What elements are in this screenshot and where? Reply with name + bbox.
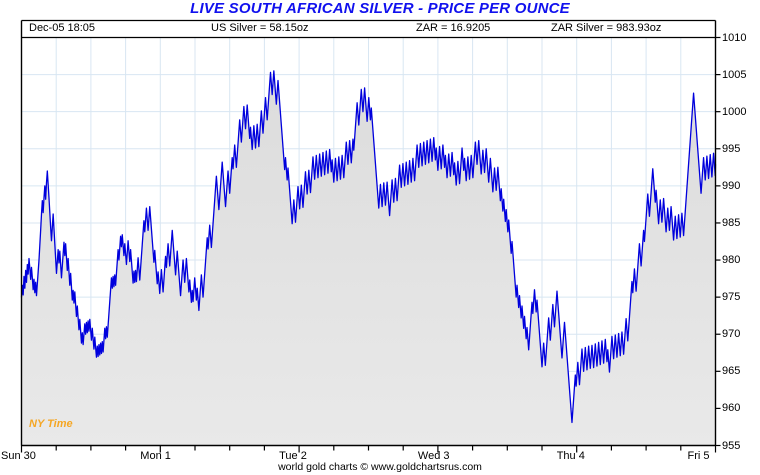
x-tick-label: Tue 2 bbox=[279, 450, 307, 462]
info-bar: Dec-05 18:05 US Silver = 58.15oz ZAR = 1… bbox=[21, 20, 715, 37]
x-tick-label: Mon 1 bbox=[140, 450, 171, 462]
page-title: LIVE SOUTH AFRICAN SILVER - PRICE PER OU… bbox=[190, 0, 570, 17]
info-zar-rate: ZAR = 16.9205 bbox=[416, 22, 491, 34]
timezone-label: NY Time bbox=[29, 418, 73, 430]
x-tick-marks bbox=[20, 445, 717, 453]
x-tick-label: Sun 30 bbox=[1, 450, 36, 462]
x-tick-label: Wed 3 bbox=[417, 450, 450, 462]
price-area-fill bbox=[21, 70, 716, 446]
y-tick-label: 995 bbox=[722, 142, 741, 155]
y-tick-label: 960 bbox=[722, 402, 741, 415]
y-tick-label: 1010 bbox=[722, 31, 747, 44]
y-tick-label: 970 bbox=[722, 328, 741, 341]
info-zar-silver: ZAR Silver = 983.93oz bbox=[551, 22, 662, 34]
footer-attribution: world gold charts © www.goldchartsrus.co… bbox=[278, 461, 482, 473]
y-tick-label: 1005 bbox=[722, 68, 747, 81]
y-tick-label: 955 bbox=[722, 439, 741, 452]
x-tick-label: Fri 5 bbox=[687, 450, 710, 462]
info-us-silver: US Silver = 58.15oz bbox=[211, 22, 309, 34]
y-tick-label: 980 bbox=[722, 254, 741, 267]
y-tick-label: 990 bbox=[722, 179, 741, 192]
y-tick-marks bbox=[715, 36, 721, 447]
y-tick-label: 985 bbox=[722, 216, 741, 229]
y-tick-label: 965 bbox=[722, 365, 741, 378]
price-line bbox=[20, 70, 717, 424]
info-date-time: Dec-05 18:05 bbox=[29, 22, 96, 34]
x-tick-label: Thu 4 bbox=[556, 450, 585, 462]
y-tick-label: 1000 bbox=[722, 105, 747, 118]
y-tick-label: 975 bbox=[722, 291, 741, 304]
